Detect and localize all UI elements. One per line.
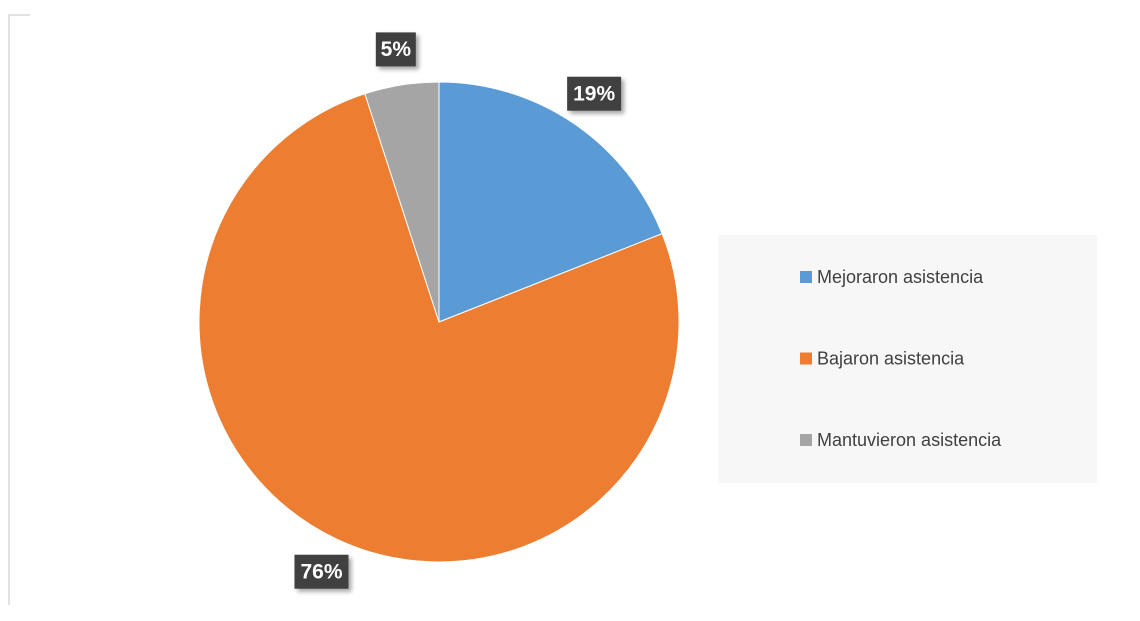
- value-label: 5%: [381, 38, 412, 61]
- value-label: 76%: [300, 560, 342, 583]
- legend-label: Mejoraron asistencia: [817, 267, 984, 287]
- pie: [198, 81, 680, 563]
- pie-slice: [198, 93, 680, 563]
- value-label: 19%: [573, 82, 615, 105]
- legend-swatch: [800, 434, 812, 446]
- value-label-box: [294, 554, 349, 589]
- legend-swatch: [800, 352, 812, 365]
- legend-label: Mantuvieron asistencia: [817, 430, 1002, 450]
- frame: [8, 14, 30, 605]
- value-label-box: [567, 76, 622, 111]
- legend-label: Bajaron asistencia: [817, 348, 965, 368]
- value-labels: 19% 76% 5%: [294, 32, 622, 589]
- legend: Mejoraron asistencia Bajaron asistencia Ma…: [800, 267, 1002, 450]
- legend-box: [718, 235, 1097, 483]
- pie-slice: [438, 81, 663, 323]
- legend-swatch: [800, 271, 812, 283]
- pie-slice: [364, 81, 440, 323]
- value-label-box: [375, 32, 416, 67]
